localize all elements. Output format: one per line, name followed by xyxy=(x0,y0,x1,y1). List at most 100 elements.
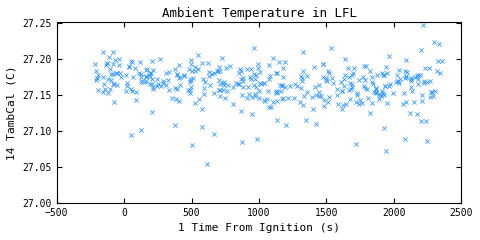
Point xyxy=(254,62,262,66)
Point xyxy=(127,133,135,137)
Point xyxy=(153,84,161,88)
Point xyxy=(389,91,396,95)
Point xyxy=(300,104,307,108)
Point xyxy=(349,71,357,75)
Point xyxy=(338,89,346,92)
Point xyxy=(216,88,224,92)
Point xyxy=(281,60,288,64)
Point xyxy=(273,71,280,75)
Point xyxy=(399,102,407,106)
Point xyxy=(206,83,214,87)
Point xyxy=(358,101,366,105)
Point xyxy=(200,86,207,90)
Point xyxy=(189,143,196,147)
Point xyxy=(312,85,319,89)
Point xyxy=(267,105,275,109)
Point xyxy=(296,100,304,103)
Point xyxy=(384,101,391,105)
Point xyxy=(417,120,425,123)
Point xyxy=(219,81,227,85)
Point xyxy=(412,75,420,79)
Point xyxy=(101,87,109,91)
Point xyxy=(269,56,276,60)
Point xyxy=(279,66,287,70)
Point xyxy=(250,72,258,76)
Point xyxy=(171,67,179,71)
Point xyxy=(312,93,320,97)
Point xyxy=(400,91,408,95)
Point xyxy=(194,53,202,57)
Point xyxy=(375,97,383,101)
Point xyxy=(325,95,333,98)
Point xyxy=(367,112,374,115)
Point xyxy=(223,89,231,93)
Point xyxy=(229,85,237,89)
Point xyxy=(370,90,378,94)
Point xyxy=(252,73,259,77)
Point xyxy=(310,65,317,69)
Point xyxy=(401,76,409,80)
Point xyxy=(215,88,223,92)
Point xyxy=(272,90,280,93)
Point xyxy=(147,71,155,75)
Point xyxy=(110,100,118,104)
Point xyxy=(239,79,247,83)
Point xyxy=(347,87,355,91)
Point xyxy=(360,84,368,88)
Point xyxy=(265,105,273,109)
Point xyxy=(273,90,280,94)
Point xyxy=(162,71,169,75)
Point xyxy=(290,96,298,100)
Point xyxy=(128,89,136,92)
Point xyxy=(426,79,434,83)
Point xyxy=(115,57,122,61)
Point xyxy=(117,76,125,79)
Point xyxy=(285,96,292,100)
Point xyxy=(281,85,289,89)
Point xyxy=(379,91,386,95)
Point xyxy=(238,140,246,144)
Point xyxy=(375,92,383,96)
Point xyxy=(420,79,428,83)
Point xyxy=(166,71,173,74)
Point xyxy=(251,46,258,50)
Point xyxy=(204,162,211,166)
Point xyxy=(187,58,194,61)
Point xyxy=(146,82,154,86)
Point xyxy=(113,83,120,87)
Point xyxy=(131,66,139,70)
Point xyxy=(368,101,375,105)
Point xyxy=(402,100,409,104)
Point xyxy=(278,83,286,87)
Point xyxy=(125,65,133,68)
Point xyxy=(123,81,131,85)
Point xyxy=(429,95,437,98)
Point xyxy=(224,83,231,87)
Point xyxy=(372,91,379,95)
Point xyxy=(359,75,367,79)
Point xyxy=(396,81,403,84)
Point xyxy=(303,74,311,78)
Point xyxy=(91,62,99,66)
Point xyxy=(324,79,331,83)
Point xyxy=(100,83,108,86)
Point xyxy=(319,62,327,66)
Point xyxy=(325,71,333,74)
Point xyxy=(210,132,217,136)
Y-axis label: 14 TambCal (C): 14 TambCal (C) xyxy=(7,65,17,160)
Point xyxy=(109,72,117,76)
Point xyxy=(348,73,356,77)
Point xyxy=(379,89,386,92)
Point xyxy=(165,88,173,92)
Point xyxy=(352,142,360,146)
Point xyxy=(186,77,194,81)
Point xyxy=(232,81,240,85)
Point xyxy=(344,66,352,70)
Point xyxy=(315,90,323,94)
Point xyxy=(419,99,426,103)
Point xyxy=(408,76,415,80)
Point xyxy=(220,83,228,87)
Point xyxy=(149,87,157,90)
Point xyxy=(402,74,410,78)
Point xyxy=(324,69,332,73)
